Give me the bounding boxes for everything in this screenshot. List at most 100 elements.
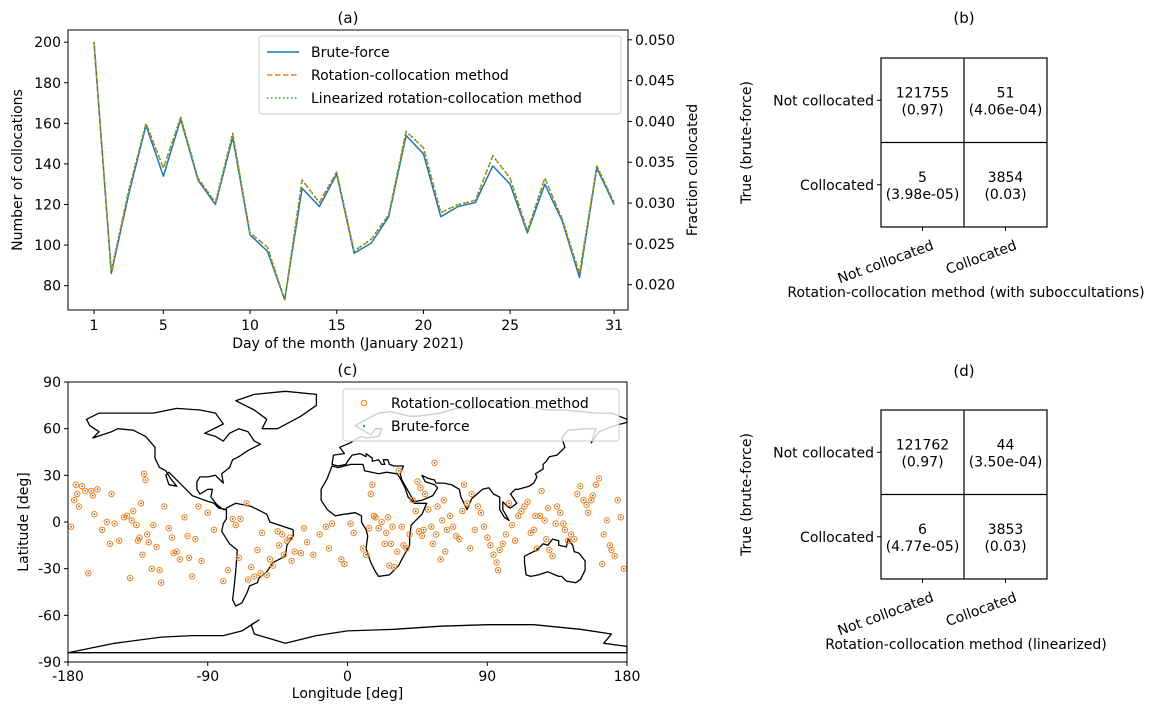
brute-force-point — [276, 530, 279, 533]
brute-force-point — [374, 516, 377, 519]
brute-force-point — [141, 553, 144, 556]
coastline-south-america — [221, 502, 294, 607]
brute-force-point — [514, 539, 517, 542]
brute-force-point — [473, 528, 476, 531]
rotation-collocation-point — [91, 511, 98, 518]
rotation-collocation-point — [406, 531, 413, 538]
rotation-collocation-point — [72, 481, 80, 488]
brute-force-point — [78, 505, 80, 508]
brute-force-point — [150, 567, 153, 570]
y-tick-label: -90 — [38, 655, 61, 671]
brute-force-point — [435, 533, 437, 536]
x-tick-label: 180 — [614, 669, 641, 685]
rotation-collocation-point — [499, 540, 506, 547]
rotation-collocation-point — [165, 525, 173, 532]
rotation-collocation-point — [258, 529, 266, 537]
brute-force-point — [250, 566, 253, 568]
brute-force-point — [397, 469, 400, 472]
brute-force-point — [449, 514, 451, 517]
brute-force-point — [300, 552, 302, 554]
coastline-africa — [320, 463, 428, 578]
rotation-collocation-point — [394, 548, 401, 555]
rotation-collocation-point — [350, 529, 357, 537]
matrix-y-label: True (brute-force) — [739, 433, 755, 557]
rotation-collocation-point — [257, 570, 264, 577]
rotation-collocation-point — [153, 543, 160, 551]
coastline-antarctica — [67, 619, 628, 654]
rotation-collocation-point — [592, 481, 600, 488]
rotation-collocation-point — [603, 517, 610, 524]
brute-force-point — [377, 527, 380, 530]
brute-force-point — [178, 558, 181, 561]
brute-force-point — [427, 508, 430, 511]
rotation-collocation-point — [366, 525, 373, 532]
rotation-collocation-point — [362, 551, 370, 558]
legend-label-1: Brute-force — [311, 45, 390, 61]
brute-force-point — [501, 542, 504, 545]
rotation-collocation-point — [546, 546, 553, 554]
brute-force-point — [175, 550, 178, 553]
brute-force-point — [105, 521, 108, 523]
rotation-collocation-point — [133, 521, 140, 529]
brute-force-point — [498, 549, 501, 551]
brute-force-point — [585, 504, 588, 506]
legend-box — [258, 35, 622, 115]
brute-force-point — [237, 556, 240, 559]
rotation-collocation-point — [195, 503, 202, 510]
rotation-collocation-point — [279, 531, 286, 538]
brute-force-point — [587, 511, 590, 514]
rotation-collocation-point — [521, 503, 528, 510]
brute-force-point — [163, 505, 166, 508]
brute-force-point — [222, 580, 225, 582]
rotation-collocation-point — [440, 497, 447, 504]
cell-fraction: (4.77e-05) — [886, 539, 960, 555]
rotation-collocation-point — [446, 512, 454, 519]
y-tick-label: 200 — [34, 35, 61, 51]
rotation-collocation-point — [617, 514, 624, 521]
brute-force-point — [256, 549, 259, 551]
rotation-collocation-point — [170, 549, 177, 557]
brute-force-point — [576, 493, 579, 495]
brute-force-point — [84, 490, 86, 492]
brute-force-point — [227, 569, 229, 572]
rotation-collocation-point — [456, 535, 463, 543]
brute-force-point — [466, 502, 468, 505]
brute-force-point — [352, 532, 355, 534]
col-label: Not collocated — [836, 238, 936, 288]
brute-force-point — [113, 522, 116, 525]
brute-force-point — [463, 483, 465, 486]
brute-force-point — [281, 533, 284, 536]
rotation-collocation-point — [571, 535, 578, 543]
rotation-collocation-point — [367, 490, 374, 498]
rotation-collocation-point — [251, 573, 258, 580]
rotation-collocation-point — [244, 576, 252, 583]
rotation-collocation-point — [128, 517, 135, 524]
x-tick-label: 15 — [328, 318, 346, 334]
rotation-collocation-point — [300, 525, 308, 532]
rotation-collocation-point — [136, 534, 143, 541]
brute-force-point — [567, 539, 569, 542]
brute-force-point — [551, 555, 554, 558]
brute-force-point — [534, 514, 537, 517]
brute-force-point — [444, 550, 447, 553]
rotation-collocation-point — [237, 515, 244, 523]
rotation-collocation-point — [248, 563, 255, 571]
brute-force-point — [554, 522, 557, 525]
rotation-collocation-point — [85, 570, 92, 577]
brute-force-point — [470, 493, 473, 495]
brute-force-point — [87, 572, 90, 575]
chart-title: (c) — [338, 361, 358, 379]
rotation-collocation-point — [198, 557, 205, 565]
brute-force-point — [96, 488, 99, 491]
matrix-x-label: Rotation-collocation method (linearized) — [825, 637, 1107, 653]
col-label: Collocated — [944, 590, 1019, 630]
rotation-collocation-point — [347, 520, 354, 527]
col-label: Collocated — [944, 238, 1019, 278]
brute-force-point — [559, 511, 562, 514]
rotation-collocation-point — [156, 567, 163, 574]
brute-force-point — [601, 563, 604, 565]
row-label: Not collocated — [773, 93, 874, 109]
rotation-collocation-point — [395, 467, 402, 474]
brute-force-point — [616, 499, 619, 502]
rotation-collocation-point — [359, 545, 367, 552]
